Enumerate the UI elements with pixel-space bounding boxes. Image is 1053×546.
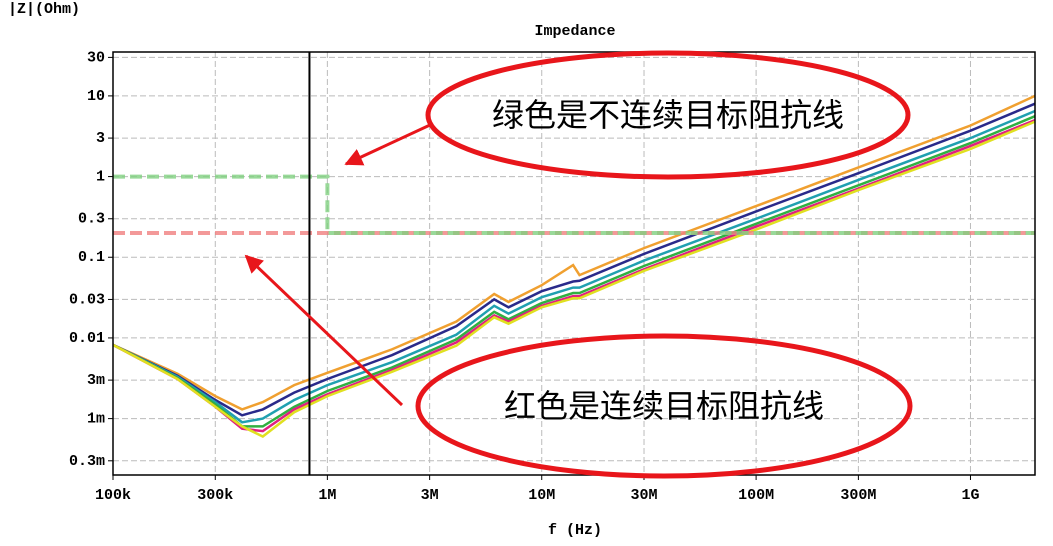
y-tick-label: 0.3 — [78, 211, 105, 228]
plot-area — [108, 52, 1036, 480]
y-tick-label: 1m — [87, 411, 105, 428]
chart-title: Impedance — [534, 23, 615, 40]
y-tick-label: 10 — [87, 88, 105, 105]
arrow — [244, 254, 404, 407]
x-tick-label: 30M — [631, 487, 658, 504]
y-tick-label: 3 — [96, 130, 105, 147]
y-tick-label: 30 — [87, 49, 105, 66]
impedance-curve — [112, 94, 1036, 411]
x-tick-label: 300k — [197, 487, 233, 504]
y-tick-label: 0.01 — [69, 330, 105, 347]
annotation: 红色是连续目标阻抗线 — [504, 387, 824, 425]
y-tick-label: 0.1 — [78, 249, 105, 266]
impedance-curve — [112, 120, 1036, 438]
target-line — [113, 174, 1035, 235]
x-axis-label: f (Hz) — [548, 522, 602, 539]
x-tick-label: 1G — [961, 487, 979, 504]
y-tick-label: 0.03 — [69, 291, 105, 308]
impedance-curve — [112, 102, 1036, 417]
x-tick-label: 300M — [840, 487, 876, 504]
x-tick-label: 10M — [528, 487, 555, 504]
callout-ellipse — [425, 50, 911, 180]
x-tick-label: 1M — [318, 487, 336, 504]
impedance-curve — [112, 119, 1036, 433]
x-tick-label: 100M — [738, 487, 774, 504]
y-tick-label: 3m — [87, 372, 105, 389]
y-axis-label: |Z|(Ohm) — [8, 1, 80, 18]
callout-ellipse — [415, 333, 913, 479]
x-tick-label: 3M — [421, 487, 439, 504]
y-tick-label: 1 — [96, 169, 105, 186]
arrow — [344, 123, 431, 166]
annotation: 绿色是不连续目标阻抗线 — [492, 96, 844, 134]
plot-frame — [112, 51, 1036, 476]
impedance-curve — [112, 109, 1036, 424]
x-tick-label: 100k — [95, 487, 131, 504]
y-tick-label: 0.3m — [69, 453, 105, 470]
